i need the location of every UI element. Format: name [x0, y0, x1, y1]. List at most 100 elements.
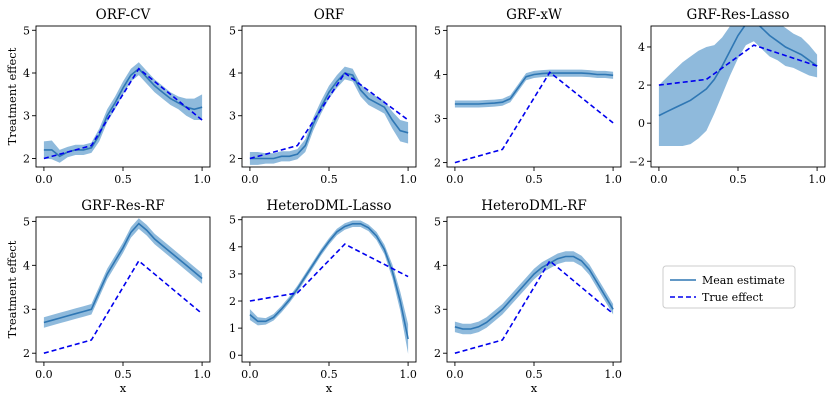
x-tick-label: 1.0 [193, 173, 211, 186]
y-tick-label: 2 [434, 347, 441, 360]
axes-frame [35, 216, 211, 363]
x-tick-label: 0.0 [241, 173, 259, 186]
x-axis-label: x [326, 381, 333, 395]
y-tick-label: 5 [23, 24, 30, 37]
mean-estimate-line [658, 26, 818, 117]
y-axis-label: Treatment effect [5, 47, 19, 145]
y-tick-label: 4 [229, 241, 236, 254]
subplot-6: 0.0 0.5 1.0 0 1 2 3 4 5 HeteroDML-Lasso x [229, 198, 417, 395]
x-tick-label: 0.5 [320, 368, 338, 381]
x-tick-label: 0.0 [35, 368, 53, 381]
legend: Mean estimate True effect [662, 265, 796, 309]
y-axis-label: Treatment effect [5, 240, 19, 338]
subplot-4: 0.0 0.5 1.0 −2 0 2 4 GRF-Res-Lasso [629, 7, 826, 186]
true-effect-line [454, 259, 614, 354]
x-tick-label: 0.0 [446, 173, 464, 186]
x-tick-label: 0.0 [35, 173, 53, 186]
x-tick-label: 1.0 [399, 173, 417, 186]
x-axis-label: x [531, 381, 538, 395]
plot-area [454, 251, 614, 354]
x-tick-label: 0.5 [320, 173, 338, 186]
y-tick-label: 2 [229, 295, 236, 308]
legend-mean-label: Mean estimate [702, 274, 785, 287]
confidence-band [43, 62, 203, 163]
x-tick-label: 1.0 [604, 173, 622, 186]
confidence-band [658, 26, 818, 146]
mean-estimate-line [249, 223, 409, 340]
x-tick-label: 0.5 [114, 173, 132, 186]
mean-estimate-line [454, 72, 614, 105]
y-tick-label: 3 [434, 113, 441, 126]
true-effect-line [249, 243, 409, 302]
x-tick-label: 0.5 [114, 368, 132, 381]
y-tick-label: 1 [229, 322, 236, 335]
plot-area [43, 218, 203, 354]
subplot-5: 0.0 0.5 1.0 2 3 4 5 GRF-Res-RF Treatment effect x [5, 198, 211, 395]
y-tick-label: 2 [638, 79, 645, 92]
y-tick-label: 4 [434, 259, 441, 272]
confidence-band [43, 218, 203, 328]
subplot-title: ORF [314, 7, 345, 23]
y-tick-label: 3 [229, 268, 236, 281]
confidence-band [249, 66, 409, 165]
x-tick-label: 0.5 [525, 368, 543, 381]
subplot-1: 0.0 0.5 1.0 2 3 4 5 ORF-CV Treatment effect [5, 7, 211, 186]
subplot-title: GRF-Res-Lasso [687, 7, 790, 23]
y-tick-label: 3 [229, 110, 236, 123]
x-axis-label: x [120, 381, 127, 395]
axes-frame [446, 216, 622, 363]
y-tick-label: 5 [23, 215, 30, 228]
x-tick-label: 1.0 [399, 368, 417, 381]
plot-area [249, 220, 409, 354]
y-tick-label: 2 [229, 152, 236, 165]
legend-true-label: True effect [702, 291, 764, 304]
subplot-2: 0.0 0.5 1.0 2 3 4 5 ORF [229, 7, 417, 186]
x-tick-label: 0.5 [729, 173, 747, 186]
subplot-title: HeteroDML-Lasso [267, 198, 392, 214]
true-effect-line [43, 67, 203, 160]
y-tick-label: −2 [629, 155, 645, 168]
y-tick-label: 5 [434, 215, 441, 228]
x-tick-label: 0.0 [446, 368, 464, 381]
y-tick-label: 4 [229, 67, 236, 80]
y-tick-label: 2 [23, 152, 30, 165]
true-effect-line [454, 71, 614, 164]
y-tick-label: 4 [638, 41, 645, 54]
x-tick-label: 0.5 [525, 173, 543, 186]
y-tick-label: 2 [23, 347, 30, 360]
x-tick-label: 1.0 [604, 368, 622, 381]
mean-estimate-line [249, 72, 409, 160]
y-tick-label: 2 [434, 157, 441, 170]
true-effect-line [658, 44, 818, 86]
mean-estimate-line [43, 222, 203, 324]
y-tick-label: 4 [23, 259, 30, 272]
y-tick-label: 0 [229, 349, 236, 362]
subplot-title: HeteroDML-RF [481, 198, 586, 214]
y-tick-label: 3 [23, 110, 30, 123]
subplot-title: GRF-xW [506, 7, 562, 23]
x-tick-label: 1.0 [193, 368, 211, 381]
plot-area [658, 26, 818, 146]
x-tick-label: 0.0 [650, 173, 668, 186]
true-effect-line [43, 259, 203, 354]
plot-area [454, 69, 614, 164]
y-tick-label: 3 [434, 303, 441, 316]
subplot-title: GRF-Res-RF [81, 198, 164, 214]
plot-area [249, 66, 409, 165]
y-tick-label: 0 [638, 117, 645, 130]
subplot-7: 0.0 0.5 1.0 2 3 4 5 HeteroDML-RF x [434, 198, 622, 395]
y-tick-label: 3 [23, 303, 30, 316]
subplot-title: ORF-CV [96, 7, 151, 23]
subplot-3: 0.0 0.5 1.0 2 3 4 5 GRF-xW [434, 7, 622, 186]
y-tick-label: 5 [229, 24, 236, 37]
y-tick-label: 4 [434, 68, 441, 81]
true-effect-line [249, 71, 409, 160]
axes-frame [35, 25, 211, 168]
x-tick-label: 1.0 [808, 173, 826, 186]
y-tick-label: 4 [23, 67, 30, 80]
confidence-band [454, 251, 614, 335]
mean-estimate-line [454, 255, 614, 330]
axes-frame [446, 25, 622, 168]
